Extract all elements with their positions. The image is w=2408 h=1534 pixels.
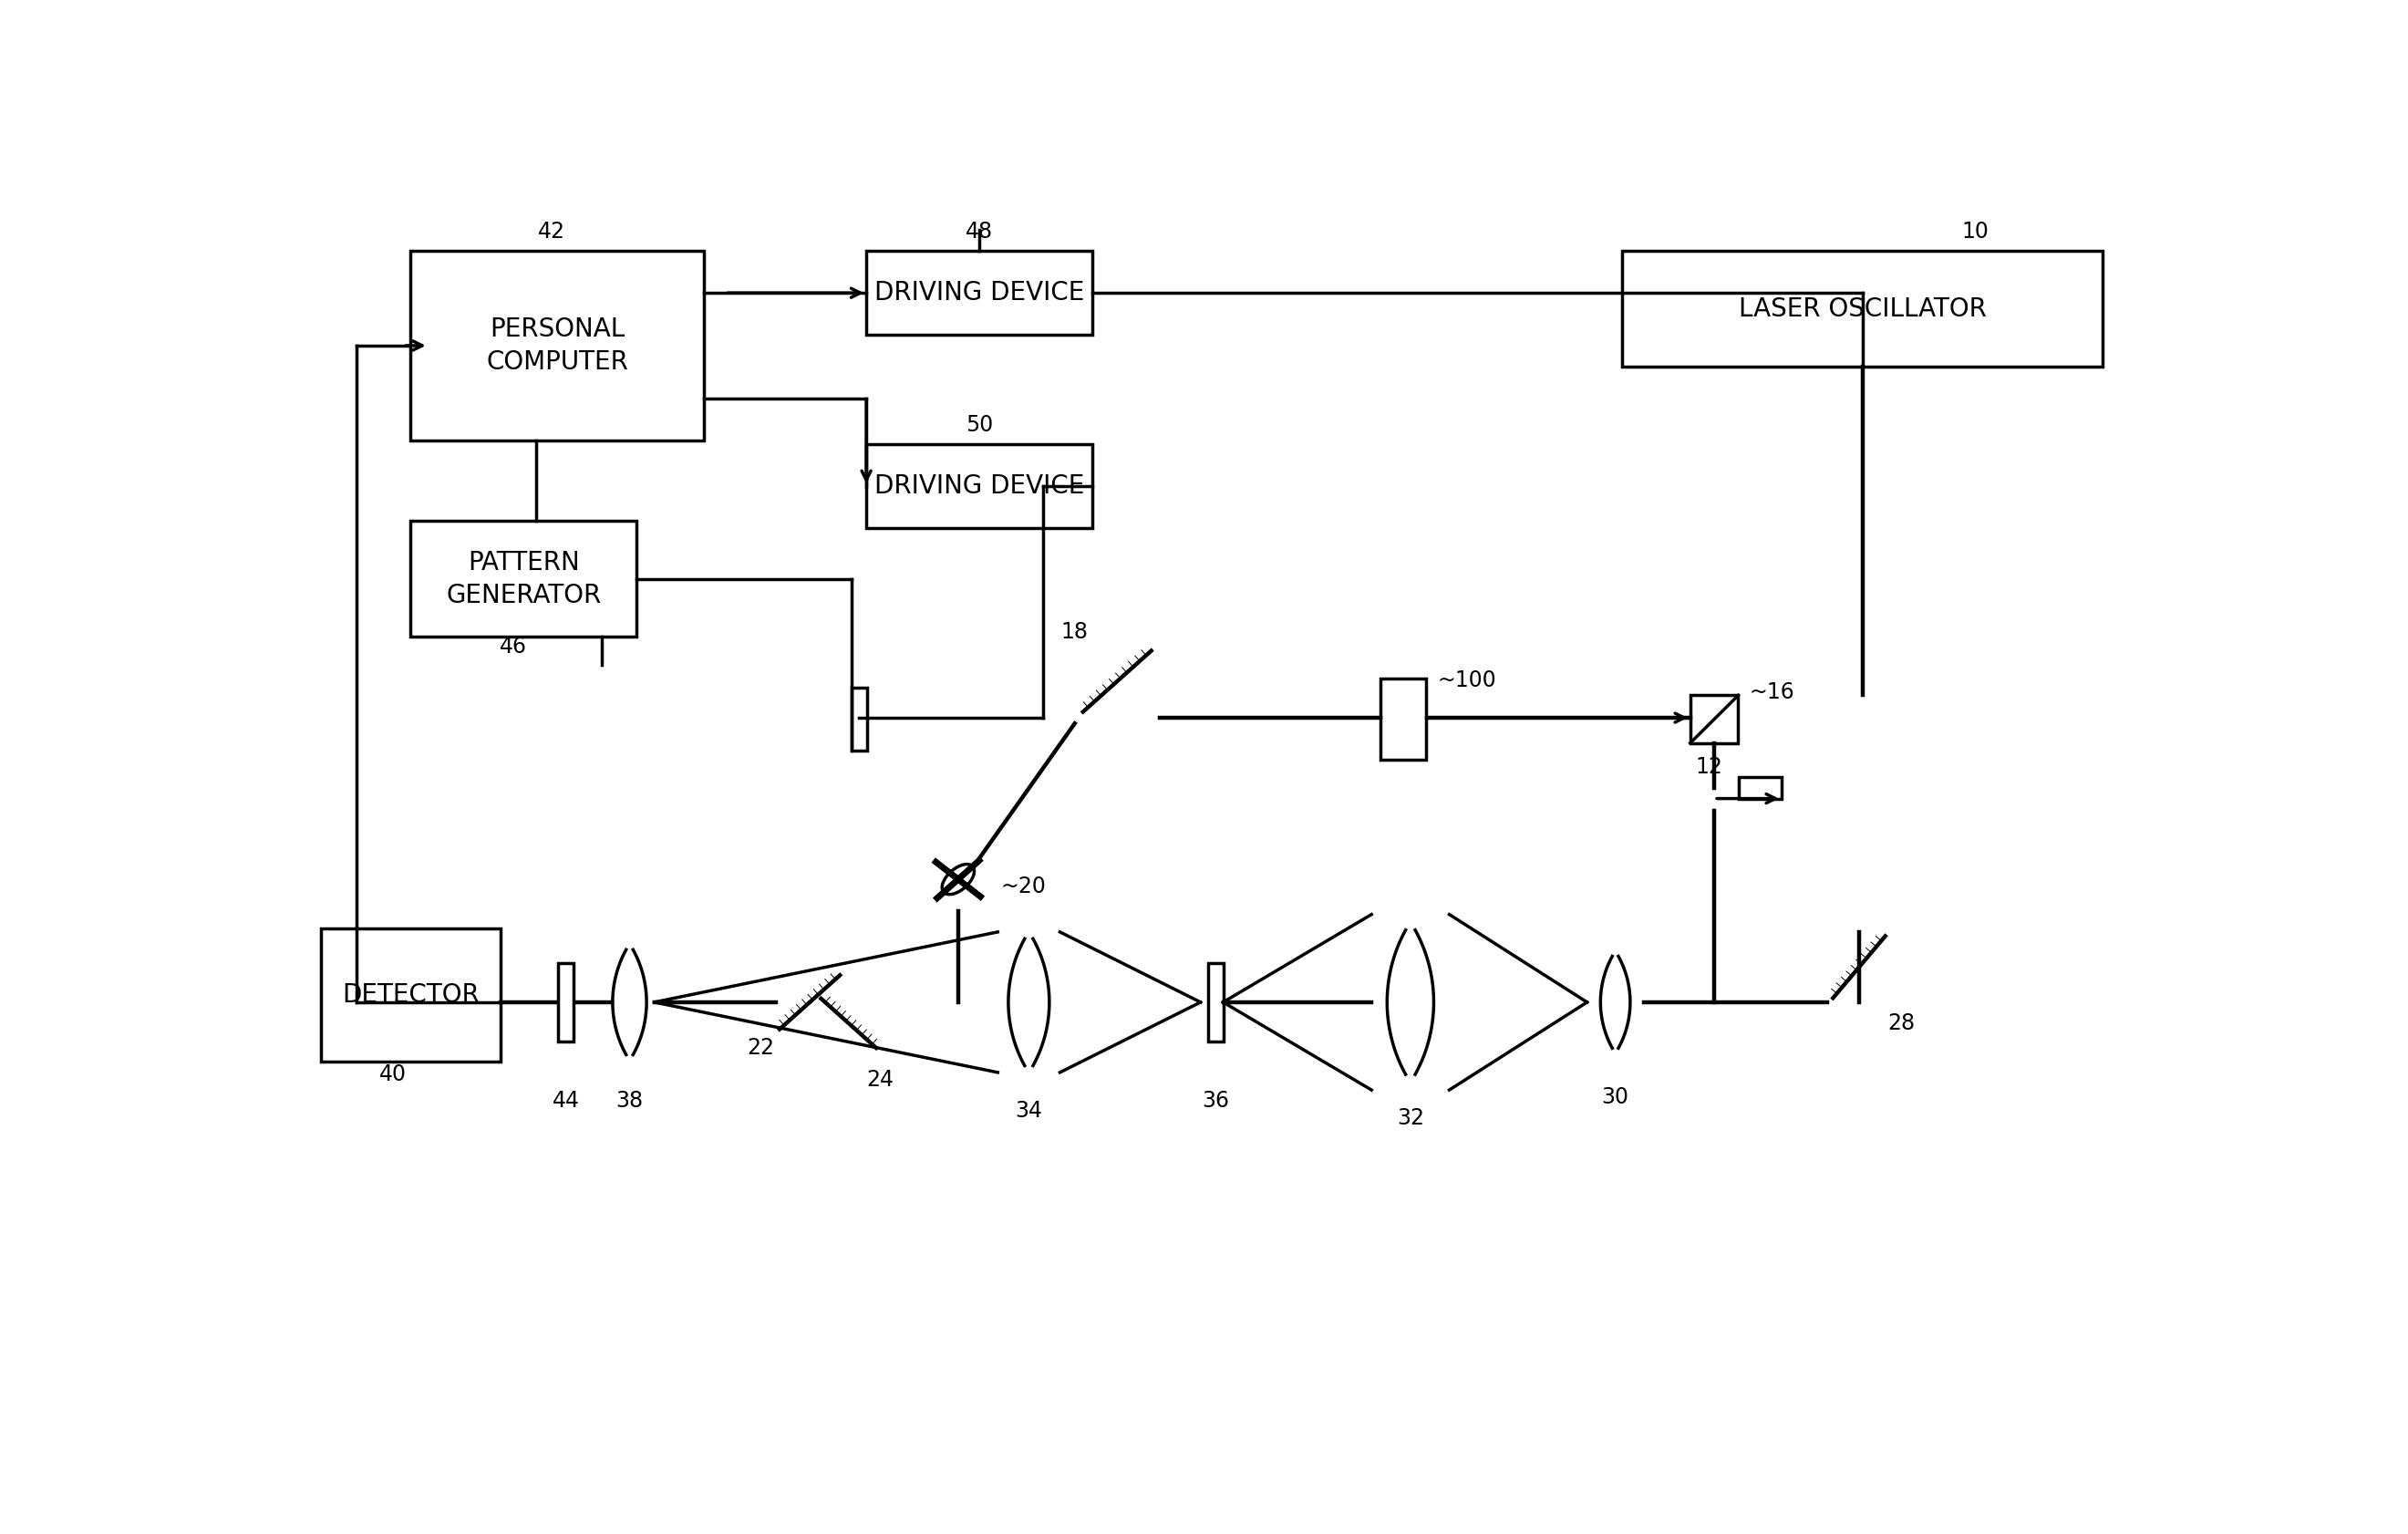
Bar (1209, 963, 1223, 1042)
Bar (409, 522, 636, 637)
Bar (1690, 695, 1739, 742)
Ellipse shape (942, 864, 975, 894)
Text: ~16: ~16 (1751, 681, 1794, 704)
Bar (559, 963, 573, 1042)
Text: 10: 10 (1963, 221, 1989, 242)
Text: 48: 48 (966, 221, 992, 242)
Bar (1380, 680, 1426, 759)
Text: 32: 32 (1397, 1108, 1423, 1129)
Text: ~20: ~20 (1002, 876, 1045, 897)
Text: 28: 28 (1888, 1012, 1914, 1034)
Text: 24: 24 (867, 1069, 893, 1091)
Text: DRIVING DEVICE: DRIVING DEVICE (874, 281, 1084, 305)
Text: 36: 36 (1202, 1089, 1230, 1112)
Text: 40: 40 (378, 1063, 407, 1086)
Text: PERSONAL
COMPUTER: PERSONAL COMPUTER (486, 316, 628, 376)
Text: 18: 18 (1062, 621, 1088, 643)
Bar (852, 687, 867, 750)
Bar (1739, 776, 1782, 799)
Bar (867, 443, 1093, 528)
Bar (409, 250, 703, 440)
Text: PATTERN
GENERATOR: PATTERN GENERATOR (445, 549, 602, 609)
Text: 38: 38 (616, 1089, 643, 1112)
Text: ~100: ~100 (1438, 670, 1495, 692)
Text: 44: 44 (551, 1089, 580, 1112)
Text: DRIVING DEVICE: DRIVING DEVICE (874, 474, 1084, 499)
Text: 12: 12 (1695, 756, 1722, 778)
Text: 34: 34 (1016, 1100, 1043, 1121)
Text: 30: 30 (1601, 1086, 1628, 1108)
Text: 22: 22 (746, 1037, 773, 1058)
Bar (320, 928, 501, 1062)
Bar (867, 250, 1093, 334)
Text: LASER OSCILLATOR: LASER OSCILLATOR (1739, 296, 1987, 322)
Text: DETECTOR: DETECTOR (342, 982, 479, 1008)
Text: 42: 42 (537, 221, 566, 242)
Text: 46: 46 (498, 635, 527, 657)
Bar (1623, 250, 2102, 367)
Text: 50: 50 (966, 414, 992, 436)
